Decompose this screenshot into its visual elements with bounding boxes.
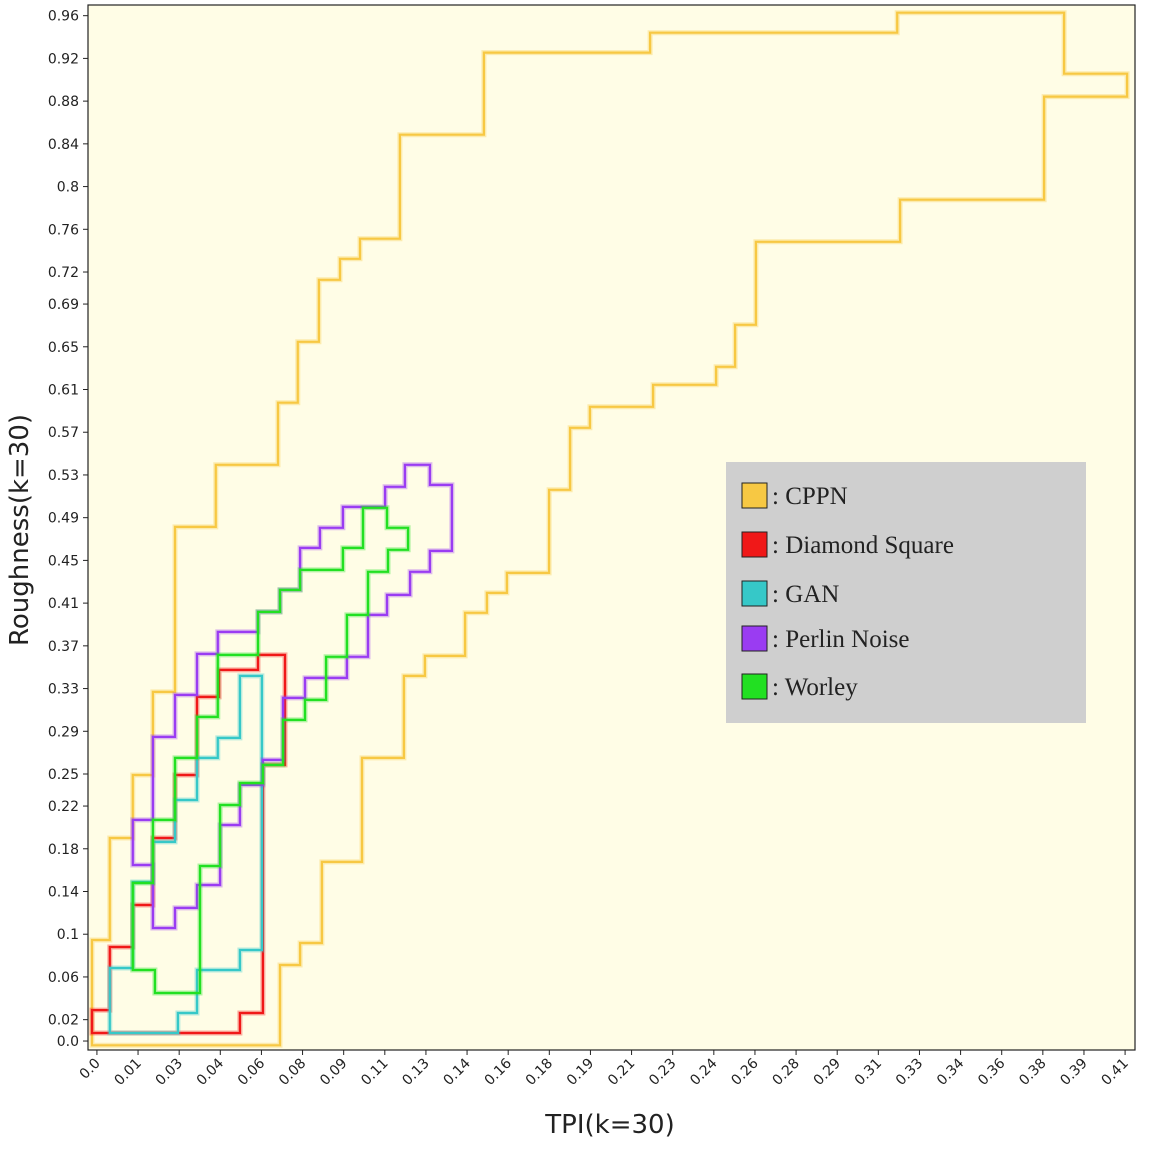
y-tick-label: 0.49: [48, 511, 79, 527]
y-tick-label: 0.53: [48, 468, 79, 484]
x-tick-label: 0.0: [77, 1056, 104, 1083]
x-tick-label: 0.03: [153, 1056, 186, 1089]
series-line: [131, 463, 453, 930]
y-tick-label: 0.1: [57, 927, 79, 943]
x-tick-label: 0.26: [728, 1055, 761, 1088]
series-line: [90, 11, 1129, 1047]
y-tick-label: 0.02: [48, 1013, 79, 1029]
y-tick-label: 0.8: [57, 180, 79, 196]
x-tick-label: 0.14: [441, 1055, 474, 1088]
legend-label: : CPPN: [772, 483, 848, 510]
y-tick-label: 0.18: [48, 842, 79, 858]
y-tick-label: 0.06: [48, 970, 79, 986]
y-tick-label: 0.37: [48, 639, 79, 655]
x-tick-label: 0.24: [687, 1055, 720, 1088]
x-tick-label: 0.16: [482, 1055, 515, 1088]
y-tick-label: 0.29: [48, 724, 79, 740]
y-tick-label: 0.84: [48, 137, 79, 153]
y-tick-label: 0.72: [48, 265, 79, 281]
legend-swatch: [741, 482, 768, 509]
legend-box: [726, 462, 1086, 723]
y-tick-label: 0.65: [48, 340, 79, 356]
legend-swatch: [741, 673, 768, 700]
y-tick-label: 0.76: [48, 222, 79, 238]
y-tick-label: 0.0: [57, 1034, 79, 1050]
y-tick-label: 0.41: [48, 596, 79, 612]
y-axis-label: Roughness(k=30): [5, 414, 35, 646]
x-tick-label: 0.28: [770, 1056, 803, 1089]
y-tick-label: 0.33: [48, 682, 79, 698]
y-tick-label: 0.92: [48, 51, 79, 67]
y-tick-label: 0.22: [48, 799, 79, 815]
x-axis-label: TPI(k=30): [544, 1110, 674, 1140]
y-tick-label: 0.25: [48, 767, 79, 783]
x-tick-label: 0.36: [975, 1055, 1008, 1088]
y-tick-label: 0.96: [48, 9, 79, 25]
x-tick-label: 0.34: [934, 1055, 967, 1088]
x-tick-label: 0.21: [605, 1056, 638, 1089]
legend-label: : Perlin Noise: [772, 626, 910, 653]
x-tick-label: 0.38: [1016, 1056, 1049, 1089]
legend: : CPPN : Diamond Square : GAN : Perlin Nois…: [726, 462, 1086, 723]
x-tick-label: 0.18: [523, 1056, 556, 1089]
x-tick-label: 0.01: [112, 1056, 145, 1089]
y-tick-label: 0.61: [48, 383, 79, 399]
legend-label: : Worley: [772, 674, 858, 701]
y-tick-label: 0.69: [48, 297, 79, 313]
x-tick-label: 0.39: [1057, 1056, 1090, 1089]
x-tick-label: 0.06: [235, 1055, 268, 1088]
x-tick-label: 0.23: [646, 1056, 679, 1089]
y-tick-label: 0.45: [48, 553, 79, 569]
x-tick-label: 0.19: [564, 1056, 597, 1089]
legend-swatch: [741, 531, 768, 558]
x-tick-label: 0.08: [276, 1056, 309, 1089]
legend-label: : GAN: [772, 581, 839, 608]
legend-swatch: [741, 580, 768, 607]
y-tick-label: 0.88: [48, 94, 79, 110]
series-line: [131, 506, 410, 995]
x-tick-label: 0.13: [399, 1056, 432, 1089]
x-tick-label: 0.33: [893, 1056, 926, 1089]
x-tick-label: 0.41: [1099, 1056, 1132, 1089]
legend-label: : Diamond Square: [772, 532, 954, 559]
x-tick-label: 0.04: [194, 1055, 227, 1088]
legend-swatch: [741, 625, 768, 652]
x-tick-label: 0.31: [852, 1056, 885, 1089]
x-tick-label: 0.29: [811, 1056, 844, 1089]
y-tick-label: 0.57: [48, 425, 79, 441]
y-tick-label: 0.14: [48, 884, 79, 900]
x-tick-label: 0.09: [317, 1056, 350, 1089]
x-tick-label: 0.11: [358, 1056, 391, 1089]
